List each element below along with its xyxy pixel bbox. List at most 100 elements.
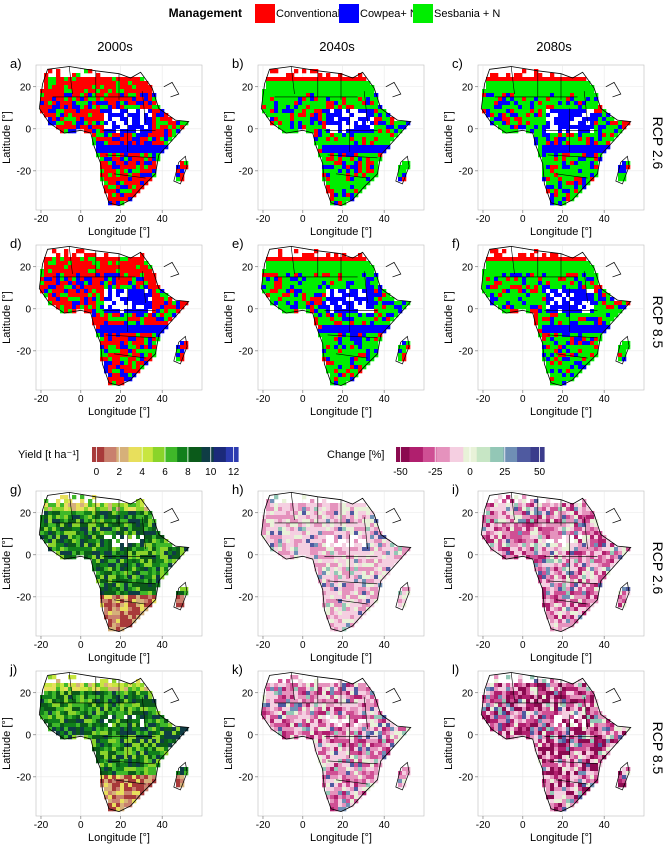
map-cell xyxy=(100,281,105,286)
map-cell xyxy=(128,269,133,274)
map-cell xyxy=(514,265,519,270)
map-cell xyxy=(278,85,283,90)
map-cell xyxy=(132,579,137,584)
map-cell xyxy=(88,297,93,302)
map-cell xyxy=(594,305,599,310)
map-cell xyxy=(148,341,153,346)
map-cell xyxy=(152,563,157,568)
map-cell xyxy=(538,281,543,286)
map-cell xyxy=(120,293,125,298)
map-cell xyxy=(354,341,359,346)
map-cell xyxy=(108,157,113,162)
map-cell xyxy=(338,85,343,90)
map-cell xyxy=(558,177,563,182)
map-cell xyxy=(274,265,279,270)
map-cell xyxy=(550,257,555,262)
map-cell xyxy=(144,281,149,286)
map-cell xyxy=(96,293,101,298)
map-cell xyxy=(306,257,311,262)
map-cell xyxy=(558,345,563,350)
map-cell xyxy=(48,101,53,106)
map-cell xyxy=(542,265,547,270)
map-cell xyxy=(144,121,149,126)
map-cell xyxy=(354,333,359,338)
map-cell xyxy=(370,277,375,282)
map-cell xyxy=(80,305,85,310)
map-cell xyxy=(578,321,583,326)
map-cell xyxy=(558,185,563,190)
map-cell xyxy=(406,341,411,346)
map-cell xyxy=(542,141,547,146)
map-cell xyxy=(550,197,555,202)
map-cell xyxy=(562,365,567,370)
map-cell xyxy=(326,85,331,90)
map-cell xyxy=(542,293,547,298)
map-cell xyxy=(334,121,339,126)
map-cell xyxy=(144,539,149,544)
map-cell xyxy=(104,321,109,326)
map-cell xyxy=(294,81,299,86)
map-cell xyxy=(378,137,383,142)
map-cell xyxy=(116,519,121,524)
map-cell xyxy=(100,117,105,122)
map-cell xyxy=(562,261,567,266)
map-cell xyxy=(88,261,93,266)
map-cell xyxy=(338,345,343,350)
map-cell xyxy=(326,89,331,94)
map-cell xyxy=(278,97,283,102)
map-cell xyxy=(48,273,53,278)
map-cell xyxy=(570,81,575,86)
map-cell xyxy=(132,285,137,290)
map-cell xyxy=(140,93,145,98)
map-cell xyxy=(314,137,319,142)
map-cell xyxy=(286,73,291,78)
map-cell xyxy=(562,373,567,378)
map-cell xyxy=(522,77,527,82)
map-cell xyxy=(622,305,627,310)
map-cell xyxy=(140,261,145,266)
map-cell xyxy=(318,93,323,98)
map-cell xyxy=(582,109,587,114)
map-cell xyxy=(498,125,503,130)
map-cell xyxy=(274,89,279,94)
map-cell xyxy=(44,93,49,98)
map-cell xyxy=(318,293,323,298)
map-cell xyxy=(398,305,403,310)
map-cell xyxy=(598,293,603,298)
map-cell xyxy=(132,369,137,374)
map-cell xyxy=(116,189,121,194)
map-cell xyxy=(100,535,105,540)
map-cell xyxy=(92,511,97,516)
map-cell xyxy=(76,301,81,306)
map-cell xyxy=(124,365,129,370)
map-cell xyxy=(538,145,543,150)
map-cell xyxy=(542,277,547,282)
map-cell xyxy=(92,309,97,314)
map-cell xyxy=(562,269,567,274)
map-cell xyxy=(286,109,291,114)
legend-swatch-cowpea xyxy=(339,4,359,23)
map-cell xyxy=(498,269,503,274)
map-cell xyxy=(358,285,363,290)
map-cell xyxy=(112,137,117,142)
x-axis-label: Longitude [°] xyxy=(310,226,372,238)
map-cell xyxy=(574,357,579,362)
country-border xyxy=(510,246,515,275)
map-cell xyxy=(518,293,523,298)
map-cell xyxy=(144,349,149,354)
map-cell xyxy=(526,97,531,102)
map-cell xyxy=(482,285,487,290)
map-cell xyxy=(120,89,125,94)
map-cell xyxy=(156,289,161,294)
map-cell xyxy=(570,193,575,198)
map-cell xyxy=(108,273,113,278)
map-cell xyxy=(554,133,559,138)
map-cell xyxy=(498,253,503,258)
map-cell xyxy=(112,301,117,306)
map-cell xyxy=(92,523,97,528)
map-cell xyxy=(522,93,527,98)
map-cell xyxy=(582,277,587,282)
map-cell xyxy=(562,93,567,98)
map-cell xyxy=(96,325,101,330)
